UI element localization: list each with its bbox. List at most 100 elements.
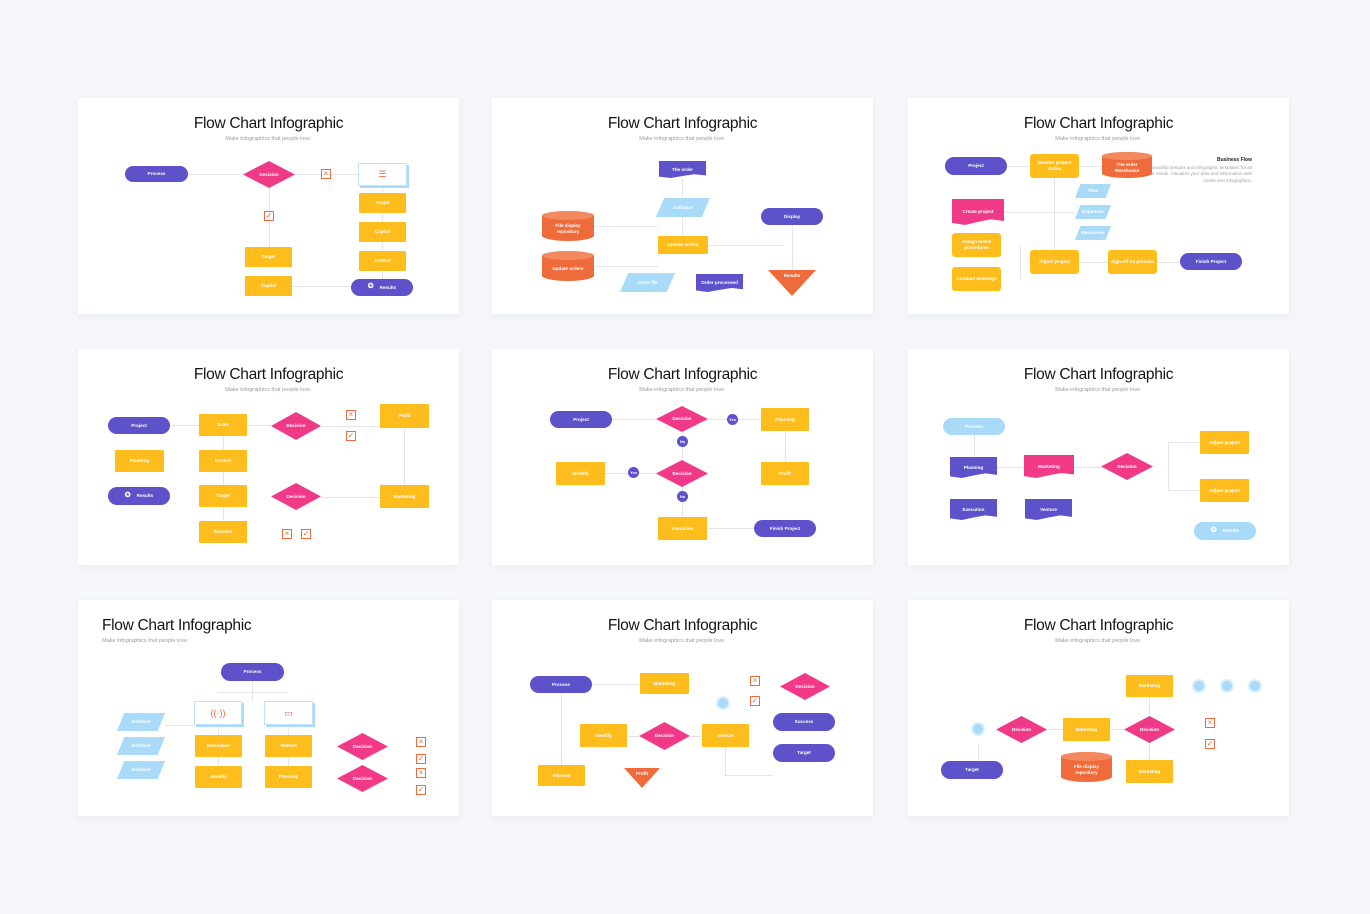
slide-9[interactable]: Flow Chart Infographic Make infographics … bbox=[908, 600, 1289, 816]
doc-node[interactable]: Order processed bbox=[696, 274, 743, 292]
rect-node[interactable]: Improve bbox=[538, 765, 585, 786]
x-box-icon[interactable]: × bbox=[416, 768, 426, 778]
rect-node[interactable]: Innovation bbox=[195, 735, 242, 757]
rect-node[interactable]: Adjust project bbox=[1200, 431, 1249, 454]
rect-node[interactable]: Marketing bbox=[1063, 718, 1110, 741]
doc-node[interactable]: Marketing bbox=[1024, 455, 1074, 478]
pill-node[interactable]: Display bbox=[761, 208, 823, 225]
rect-node[interactable]: Planning bbox=[265, 766, 312, 788]
check-box-icon[interactable]: ✓ bbox=[416, 754, 426, 764]
rect-node[interactable]: Capital bbox=[245, 276, 292, 296]
pill-node[interactable]: Target bbox=[773, 744, 835, 762]
x-box-icon[interactable]: × bbox=[416, 737, 426, 747]
rect-node[interactable]: Marketing bbox=[640, 673, 689, 694]
diamond-node[interactable]: Decision bbox=[1101, 453, 1153, 480]
doc-node[interactable]: Planning bbox=[950, 457, 997, 478]
doc-node[interactable]: Venture bbox=[1025, 499, 1072, 520]
rect-node[interactable]: Control bbox=[199, 450, 247, 472]
rect-node[interactable]: Assign tasks/ procedures bbox=[952, 233, 1001, 257]
rect-node[interactable]: Marketing bbox=[1126, 760, 1173, 783]
pill-node[interactable]: Success bbox=[773, 713, 835, 731]
slide-1[interactable]: Flow Chart Infographic Make infographics … bbox=[78, 98, 459, 314]
x-box-icon[interactable]: × bbox=[321, 169, 331, 179]
para-node[interactable]: Expenses bbox=[1075, 205, 1111, 219]
rect-node[interactable]: Target bbox=[245, 247, 292, 267]
rect-node[interactable]: Execution bbox=[658, 517, 707, 540]
rect-node[interactable]: Identify bbox=[580, 724, 627, 747]
tri-node[interactable]: Profit bbox=[624, 768, 660, 788]
x-box-icon[interactable]: × bbox=[282, 529, 292, 539]
pill-node[interactable]: Process bbox=[221, 663, 284, 681]
rect-node[interactable]: Control bbox=[359, 251, 406, 271]
pill-node[interactable]: Finish Project bbox=[1180, 253, 1242, 270]
check-box-icon[interactable]: ✓ bbox=[264, 211, 274, 221]
cyl-node[interactable]: File display repository bbox=[542, 211, 594, 241]
slide-2[interactable]: Flow Chart Infographic Make infographics … bbox=[492, 98, 873, 314]
cyl-node[interactable]: Update orders bbox=[542, 251, 594, 281]
pill-node[interactable]: Process bbox=[125, 166, 188, 182]
slide-8[interactable]: Flow Chart Infographic Make infographics … bbox=[492, 600, 873, 816]
rect-node[interactable]: Profit bbox=[380, 404, 429, 428]
slide-7[interactable]: Flow Chart Infographic Make infographics … bbox=[78, 600, 459, 816]
slide-3[interactable]: Flow Chart Infographic Make infographics … bbox=[908, 98, 1289, 314]
para-node[interactable]: Software bbox=[117, 713, 165, 731]
cyl-node[interactable]: The order Warehouse bbox=[1102, 152, 1152, 178]
pill-node[interactable]: Project bbox=[945, 157, 1007, 175]
doc-node[interactable]: Create project bbox=[952, 199, 1004, 225]
cyl-node[interactable]: File display repository bbox=[1061, 752, 1112, 782]
rect-node[interactable]: Marketing bbox=[1126, 675, 1173, 697]
slide-6[interactable]: Flow Chart Infographic Make infographics … bbox=[908, 349, 1289, 565]
rect-node[interactable]: Target bbox=[359, 193, 406, 213]
check-box-icon[interactable]: ✓ bbox=[346, 431, 356, 441]
diamond-node[interactable]: Decision bbox=[1124, 716, 1175, 743]
diamond-node[interactable]: Decision bbox=[656, 460, 708, 487]
pill-node[interactable]: Process bbox=[943, 418, 1005, 435]
diamond-node[interactable]: Decision bbox=[337, 733, 388, 760]
diamond-node[interactable]: Decision bbox=[271, 483, 321, 510]
rect-node[interactable]: Adjust project bbox=[1200, 479, 1249, 502]
pill-node[interactable]: Project bbox=[108, 417, 170, 434]
pill-node[interactable]: Project bbox=[550, 411, 612, 428]
para-node[interactable]: Resources bbox=[1075, 226, 1111, 240]
pill-node[interactable]: ✪ Results bbox=[351, 279, 413, 296]
para-node[interactable]: Software bbox=[117, 737, 165, 755]
rect-node[interactable]: Update orders bbox=[658, 236, 708, 254]
rect-node[interactable]: Venture bbox=[265, 735, 312, 757]
rect-node[interactable]: Marketing bbox=[380, 485, 429, 508]
diamond-node[interactable]: Decision bbox=[639, 722, 690, 750]
rect-node[interactable]: Sign-off on process bbox=[1108, 250, 1157, 274]
tri-node[interactable]: Results bbox=[768, 270, 816, 296]
doc-node[interactable]: Execution bbox=[950, 499, 997, 520]
diamond-node[interactable]: Decision bbox=[656, 406, 708, 432]
rect-node[interactable]: Planning bbox=[761, 408, 809, 431]
rect-node[interactable]: Planning bbox=[115, 450, 164, 472]
slide-4[interactable]: Flow Chart Infographic Make infographics … bbox=[78, 349, 459, 565]
rect-node[interactable]: Venture bbox=[702, 724, 749, 747]
x-box-icon[interactable]: × bbox=[750, 676, 760, 686]
pill-node[interactable]: Process bbox=[530, 676, 592, 693]
x-box-icon[interactable]: × bbox=[346, 410, 356, 420]
check-box-icon[interactable]: ✓ bbox=[750, 696, 760, 706]
rect-node[interactable]: Target bbox=[199, 485, 247, 507]
check-box-icon[interactable]: ✓ bbox=[301, 529, 311, 539]
check-box-icon[interactable]: ✓ bbox=[416, 785, 426, 795]
pill-node[interactable]: ✪ Results bbox=[108, 487, 170, 505]
diamond-node[interactable]: Decision bbox=[996, 716, 1047, 743]
doc-node[interactable]: The order bbox=[659, 161, 706, 178]
rect-node[interactable]: Adjust project bbox=[1030, 250, 1079, 274]
diamond-node[interactable]: Decision bbox=[780, 673, 830, 700]
check-box-icon[interactable]: ✓ bbox=[1205, 739, 1215, 749]
para-node[interactable]: Software bbox=[117, 761, 165, 779]
x-box-icon[interactable]: × bbox=[1205, 718, 1215, 728]
rect-node[interactable]: Identify bbox=[556, 462, 605, 485]
rect-node[interactable]: Sales bbox=[199, 414, 247, 436]
rect-node[interactable]: Identify bbox=[195, 766, 242, 788]
diamond-node[interactable]: Decision bbox=[337, 765, 388, 792]
pill-node[interactable]: Finish Project bbox=[754, 520, 816, 537]
rect-node[interactable]: Conduct meetings bbox=[952, 267, 1001, 291]
para-node[interactable]: Order file bbox=[620, 273, 675, 292]
para-node[interactable]: Software bbox=[656, 198, 710, 217]
rect-node[interactable]: Profit bbox=[761, 462, 809, 485]
para-node[interactable]: Time bbox=[1075, 184, 1111, 198]
diamond-node[interactable]: Decision bbox=[271, 412, 321, 440]
